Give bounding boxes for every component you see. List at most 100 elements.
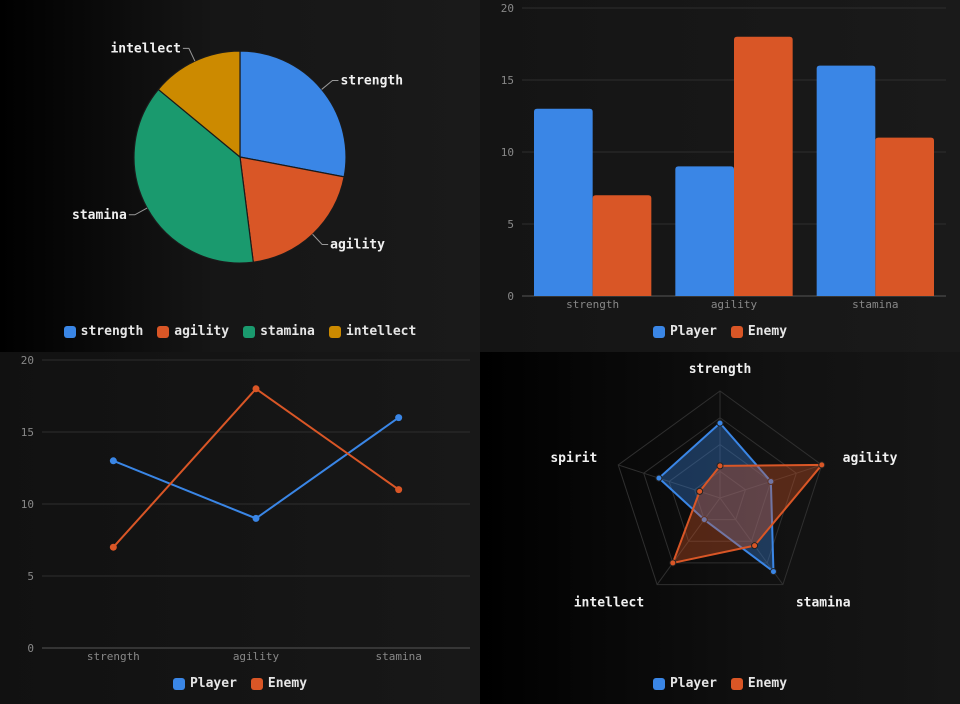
legend-swatch (652, 677, 665, 690)
bar-enemy-strength (592, 195, 652, 296)
legend-swatch (157, 325, 170, 338)
y-tick-label: 15 (501, 74, 514, 87)
legend-item-enemy[interactable]: Enemy (250, 676, 308, 691)
line-series-enemy (112, 387, 400, 548)
radar-axis-label-spirit: spirit (550, 451, 597, 466)
legend-label: agility (174, 324, 230, 339)
pie-label-strength: strength (340, 74, 403, 89)
radar-point-enemy (669, 559, 677, 567)
radar-point-enemy (696, 487, 704, 495)
radar-axis-line (618, 464, 721, 499)
legend-label: Player (669, 676, 717, 691)
radar-axis-label-agility: agility (843, 451, 898, 466)
legend-label: Player (669, 324, 717, 339)
line-point-player (252, 514, 260, 522)
legend-swatch (730, 325, 743, 338)
line-point-enemy (395, 486, 403, 494)
y-tick-label: 10 (21, 498, 34, 511)
pie-slice-intellect (157, 50, 241, 158)
bar-chart-panel: 0 5 10 15 20 strength agility stamina Player En… (480, 0, 960, 352)
legend-item-player[interactable]: Player (652, 324, 717, 339)
legend-item-enemy[interactable]: Enemy (730, 324, 788, 339)
legend-label: strength (80, 324, 144, 339)
y-tick-label: 0 (507, 290, 514, 303)
x-tick-label: stamina (375, 650, 421, 663)
legend-swatch (250, 677, 263, 690)
radar-series-enemy (671, 463, 823, 564)
radar-point-enemy (751, 542, 759, 550)
y-tick-label: 10 (501, 146, 514, 159)
legend-item-intellect[interactable]: intellect (328, 324, 417, 339)
radar-chart-panel: strength agility stamina intellect spirit Pl… (480, 352, 960, 704)
radar-axis-label-stamina: stamina (796, 595, 851, 610)
radar-axis-label-intellect: intellect (574, 595, 644, 610)
pie-leader-line (182, 47, 196, 62)
line-point-player (109, 457, 117, 465)
bar-enemy-agility (734, 36, 793, 297)
y-tick-label: 20 (21, 354, 34, 367)
bar-enemy-stamina (875, 137, 934, 296)
radar-legend: Player Enemy (480, 676, 960, 691)
legend-label: stamina (260, 324, 315, 339)
line-chart: 0 5 10 15 20 strength agility stamina (21, 354, 470, 663)
legend-label: intellect (345, 324, 417, 339)
legend-swatch (730, 677, 743, 690)
y-tick-label: 15 (21, 426, 34, 439)
line-legend: Player Enemy (0, 676, 480, 691)
bar-legend: Player Enemy (480, 324, 960, 339)
line-series-player (112, 416, 400, 520)
radar-axis-line (656, 497, 721, 585)
pie-legend: strength agility stamina intellect (0, 324, 480, 339)
pie-slice-stamina (133, 88, 254, 264)
legend-item-strength[interactable]: strength (63, 324, 144, 339)
legend-label: Player (189, 676, 237, 691)
radar-point-enemy (818, 461, 826, 469)
x-tick-label: agility (233, 650, 280, 663)
radar-series-player (657, 422, 775, 573)
bar-player-strength (534, 108, 593, 296)
pie-leader-line (312, 233, 329, 245)
radar-point-player (767, 477, 775, 485)
pie-chart-panel: strength agility stamina intellect strength… (0, 0, 480, 352)
pie-slice-strength (239, 50, 347, 178)
legend-swatch (328, 325, 341, 338)
x-tick-label: stamina (852, 298, 898, 311)
radar-grid-ring (643, 417, 797, 564)
pie-slice-agility (239, 156, 345, 263)
radar-point-player (769, 568, 777, 576)
bar-player-agility (675, 166, 734, 296)
y-tick-label: 20 (501, 2, 514, 15)
radar-grid-ring (668, 443, 772, 542)
bar-player-stamina (816, 65, 876, 296)
y-tick-label: 0 (27, 642, 34, 655)
x-tick-label: strength (87, 650, 140, 663)
y-tick-label: 5 (507, 218, 514, 231)
legend-item-player[interactable]: Player (652, 676, 717, 691)
x-tick-label: strength (566, 298, 619, 311)
legend-swatch (63, 325, 76, 338)
bar-chart: 0 5 10 15 20 strength agility stamina (501, 2, 946, 311)
legend-item-agility[interactable]: agility (157, 324, 229, 339)
radar-point-enemy (716, 462, 724, 470)
legend-label: Enemy (747, 324, 788, 339)
legend-item-enemy[interactable]: Enemy (730, 676, 788, 691)
radar-grid-ring (617, 390, 823, 586)
pie-leader-line (321, 80, 339, 90)
legend-label: Enemy (267, 676, 308, 691)
radar-axis-label-strength: strength (689, 362, 752, 377)
x-tick-label: agility (711, 298, 758, 311)
y-tick-label: 5 (27, 570, 34, 583)
legend-item-stamina[interactable]: stamina (243, 324, 315, 339)
radar-chart: strength agility stamina intellect spirit (550, 362, 898, 610)
radar-grid-ring (693, 470, 747, 521)
pie-leader-line (128, 207, 148, 216)
radar-point-player (655, 474, 663, 482)
legend-swatch (243, 325, 256, 338)
legend-item-player[interactable]: Player (172, 676, 237, 691)
line-point-player (395, 414, 403, 422)
pie-label-stamina: stamina (72, 208, 127, 223)
line-chart-panel: 0 5 10 15 20 strength agility stamina Player En… (0, 352, 480, 704)
legend-label: Enemy (747, 676, 788, 691)
pie-label-agility: agility (330, 237, 385, 252)
line-point-enemy (109, 543, 117, 551)
